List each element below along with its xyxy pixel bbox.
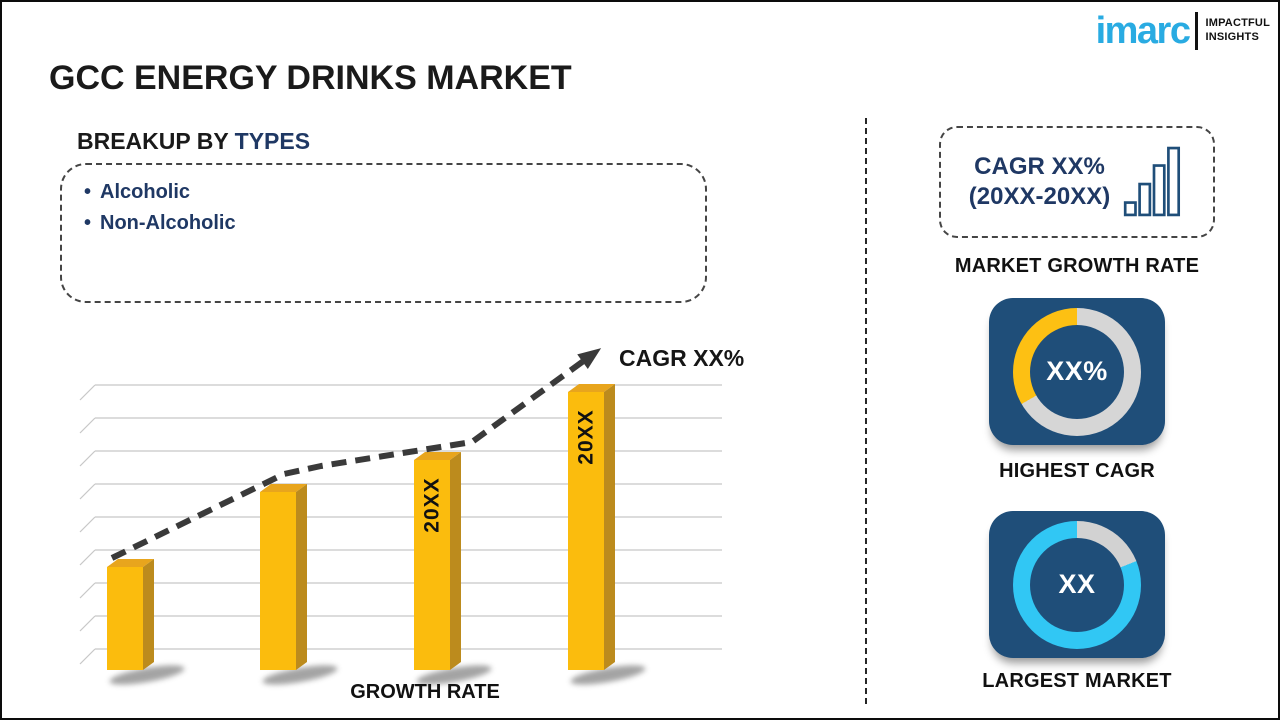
bar-side-face <box>604 384 615 670</box>
highest-cagr-tile: XX% <box>989 298 1165 445</box>
largest-market-donut-hole: XX <box>1030 537 1124 632</box>
brand-tagline-line2: INSIGHTS <box>1205 31 1260 43</box>
gridline-depth-tick <box>79 582 96 599</box>
bar-top-face <box>260 484 307 492</box>
bar <box>260 492 296 670</box>
bar-top-face <box>414 452 461 460</box>
cagr-period-line: (20XX-20XX) <box>968 183 1111 210</box>
breakup-item: • Non-Alcoholic <box>84 208 705 239</box>
largest-market-donut: XX <box>1013 520 1141 649</box>
trend-dashed-line <box>110 354 591 561</box>
bullet-icon: • <box>84 212 92 234</box>
ascending-bars-icon <box>1124 146 1181 217</box>
gridline-depth-tick <box>79 549 96 566</box>
gridline-depth-tick <box>79 450 96 467</box>
breakup-box: • Alcoholic • Non-Alcoholic <box>60 163 707 303</box>
cagr-summary-text: CAGR XX% (20XX-20XX) <box>969 152 1110 212</box>
gridline-depth-tick <box>79 648 96 665</box>
section-divider-line <box>865 118 867 704</box>
brand-wordmark: imarc <box>1095 10 1191 52</box>
brand-logo: imarc IMPACTFUL INSIGHTS <box>1096 12 1270 50</box>
chart-x-axis-label: GROWTH RATE <box>350 681 500 703</box>
bar-top-face <box>568 384 615 392</box>
highest-cagr-value: XX% <box>1046 356 1108 386</box>
trend-arrowhead-icon <box>577 348 602 369</box>
brand-tagline-line1: IMPACTFUL <box>1205 17 1270 30</box>
gridline-depth-tick <box>79 417 96 434</box>
breakup-heading-prefix: BREAKUP BY <box>77 128 229 154</box>
bar-top-face <box>107 559 154 567</box>
brand-tagline: IMPACTFUL INSIGHTS <box>1205 17 1270 45</box>
bar <box>414 460 450 670</box>
cagr-summary-box: CAGR XX% (20XX-20XX) <box>939 126 1215 238</box>
bar-side-face <box>143 559 154 670</box>
breakup-heading-highlight: TYPES <box>234 128 311 154</box>
bar <box>107 567 143 670</box>
bar-shadow <box>416 665 492 685</box>
growth-chart-svg: 20XX 20XX CAGR XX% <box>79 345 744 685</box>
bar-shadow <box>262 665 338 685</box>
largest-market-tile: XX <box>989 511 1165 658</box>
brand-divider-bar <box>1195 12 1199 50</box>
bar-year-label: 20XX <box>575 409 598 464</box>
breakup-list: • Alcoholic • Non-Alcoholic <box>84 177 705 239</box>
largest-market-value: XX <box>1058 569 1096 599</box>
highest-cagr-donut: XX% <box>1013 307 1141 436</box>
bar-shadow <box>570 665 646 685</box>
gridline-depth-tick <box>79 516 96 533</box>
breakup-item-label: Non-Alcoholic <box>100 212 236 234</box>
gridline-depth-tick <box>79 615 96 632</box>
highest-cagr-label: HIGHEST CAGR <box>999 460 1155 482</box>
bar-side-face <box>296 484 307 670</box>
gridline-depth-tick <box>79 384 96 401</box>
bar-shadow <box>109 665 185 685</box>
largest-market-label: LARGEST MARKET <box>982 670 1172 692</box>
bar-side-face <box>450 452 461 670</box>
growth-chart: 20XX 20XX CAGR XX% <box>59 339 745 699</box>
breakup-heading: BREAKUP BY TYPES <box>77 128 310 155</box>
market-growth-rate-label: MARKET GROWTH RATE <box>954 255 1200 277</box>
bar-year-label: 20XX <box>421 477 444 532</box>
bar <box>568 392 604 670</box>
trend-cagr-label: CAGR XX% <box>619 345 744 371</box>
highest-cagr-donut-hole: XX% <box>1030 324 1124 419</box>
cagr-value-line: CAGR XX% <box>974 153 1105 180</box>
gridline-depth-tick <box>79 483 96 500</box>
breakup-item: • Alcoholic <box>84 177 705 208</box>
bullet-icon: • <box>84 181 92 203</box>
breakup-item-label: Alcoholic <box>100 181 191 203</box>
page-title: GCC ENERGY DRINKS MARKET <box>49 59 572 97</box>
